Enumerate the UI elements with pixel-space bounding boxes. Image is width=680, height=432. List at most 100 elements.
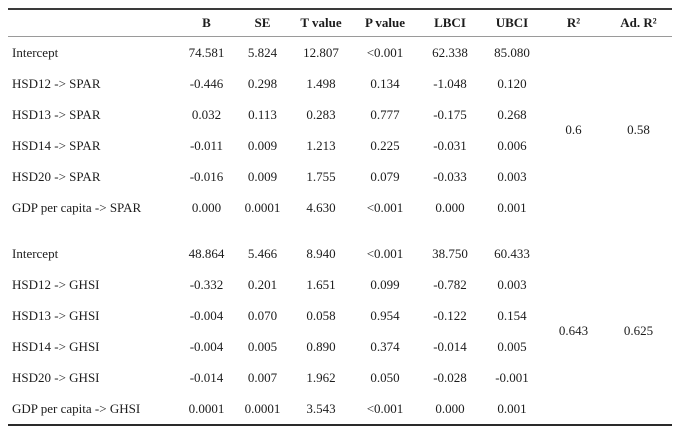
cell-t: 1.651 <box>306 276 336 292</box>
row-label: HSD12 -> SPAR <box>12 75 101 91</box>
cell-lbci: 38.750 <box>432 245 468 261</box>
cell-t: 0.890 <box>306 338 336 354</box>
row-label: HSD20 -> GHSI <box>12 369 100 385</box>
table-row: HSD13 -> SPAR 0.032 0.113 0.283 0.777 -0… <box>8 99 672 130</box>
header-b: B <box>178 9 235 37</box>
row-label: HSD14 -> GHSI <box>12 338 100 354</box>
table-row: GDP per capita -> SPAR 0.000 0.0001 4.63… <box>8 192 672 223</box>
cell-ubci: 0.001 <box>497 400 527 416</box>
block-spacer-row <box>8 223 672 238</box>
cell-lbci: 0.000 <box>435 199 465 215</box>
cell-b: 0.0001 <box>188 400 225 416</box>
header-r2: R² <box>542 9 605 37</box>
cell-p: 0.954 <box>370 307 400 323</box>
cell-p: 0.134 <box>370 75 400 91</box>
header-adj-r2: Ad. R² <box>605 9 672 37</box>
row-label: HSD13 -> SPAR <box>12 106 101 122</box>
cell-b: -0.004 <box>189 338 224 354</box>
table-row: Intercept 74.581 5.824 12.807 <0.001 62.… <box>8 37 672 138</box>
cell-t: 1.213 <box>306 137 336 153</box>
cell-se: 0.0001 <box>244 199 281 215</box>
cell-t: 1.755 <box>306 168 336 184</box>
cell-b: -0.011 <box>189 137 224 153</box>
row-label: HSD13 -> GHSI <box>12 307 100 323</box>
cell-se: 0.298 <box>247 75 278 91</box>
cell-b: -0.014 <box>189 369 224 385</box>
cell-b: -0.446 <box>189 75 224 91</box>
cell-lbci: 0.000 <box>435 400 465 416</box>
regression-results-table: B SE T value P value LBCI UBCI R² Ad. R²… <box>8 8 672 426</box>
cell-t: 8.940 <box>306 245 336 261</box>
cell-ubci: 0.003 <box>497 168 527 184</box>
row-label: HSD12 -> GHSI <box>12 276 100 292</box>
row-label: Intercept <box>12 245 59 261</box>
cell-ubci: 0.154 <box>497 307 527 323</box>
cell-se: 5.466 <box>247 245 278 261</box>
cell-se: 0.009 <box>247 137 278 153</box>
header-row: B SE T value P value LBCI UBCI R² Ad. R² <box>8 9 672 37</box>
table-row: HSD20 -> SPAR -0.016 0.009 1.755 0.079 -… <box>8 161 672 192</box>
cell-b: 0.000 <box>191 199 222 215</box>
cell-p: 0.225 <box>370 137 400 153</box>
cell-p: 0.099 <box>370 276 400 292</box>
cell-b: -0.004 <box>189 307 224 323</box>
cell-ubci: 0.120 <box>497 75 527 91</box>
row-label: HSD20 -> SPAR <box>12 168 101 184</box>
cell-b: 74.581 <box>188 44 225 60</box>
row-label: Intercept <box>12 44 59 60</box>
cell-t: 0.283 <box>306 106 336 122</box>
row-label: HSD14 -> SPAR <box>12 137 101 153</box>
cell-ubci: 0.005 <box>497 338 527 354</box>
cell-p: 0.777 <box>370 106 400 122</box>
cell-se: 0.009 <box>247 168 278 184</box>
row-label: GDP per capita -> GHSI <box>12 400 141 416</box>
cell-ubci: -0.001 <box>495 369 529 385</box>
header-ubci: UBCI <box>482 9 542 37</box>
cell-se: 0.201 <box>247 276 278 292</box>
cell-p: <0.001 <box>366 245 404 261</box>
header-lbci: LBCI <box>418 9 482 37</box>
cell-lbci: -0.033 <box>433 168 467 184</box>
cell-t: 1.498 <box>306 75 336 91</box>
cell-lbci: -0.031 <box>433 137 467 153</box>
cell-r2-spar: 0.6 <box>565 122 582 137</box>
cell-se: 0.070 <box>247 307 278 323</box>
cell-lbci: -0.028 <box>433 369 467 385</box>
cell-lbci: -0.122 <box>433 307 467 323</box>
table-row: HSD13 -> GHSI -0.004 0.070 0.058 0.954 -… <box>8 300 672 331</box>
table-row: HSD14 -> GHSI -0.004 0.005 0.890 0.374 -… <box>8 331 672 362</box>
cell-t: 3.543 <box>306 400 336 416</box>
cell-t: 0.058 <box>306 307 336 323</box>
cell-ubci: 0.006 <box>497 137 527 153</box>
cell-lbci: -0.782 <box>433 276 467 292</box>
row-label: GDP per capita -> SPAR <box>12 199 142 215</box>
cell-lbci: -1.048 <box>433 75 467 91</box>
cell-adj-r2-ghsi: 0.625 <box>623 323 654 338</box>
cell-se: 0.007 <box>247 369 278 385</box>
table-row: HSD12 -> GHSI -0.332 0.201 1.651 0.099 -… <box>8 269 672 300</box>
cell-se: 5.824 <box>247 44 278 60</box>
cell-b: 48.864 <box>188 245 225 261</box>
cell-ubci: 60.433 <box>494 245 530 261</box>
cell-p: 0.374 <box>370 338 400 354</box>
cell-ubci: 0.001 <box>497 199 527 215</box>
header-label <box>8 9 178 37</box>
header-se: SE <box>235 9 290 37</box>
cell-p: 0.050 <box>370 369 400 385</box>
cell-lbci: -0.014 <box>433 338 467 354</box>
cell-ubci: 0.268 <box>497 106 527 122</box>
cell-ubci: 85.080 <box>494 44 530 60</box>
cell-b: -0.332 <box>189 276 224 292</box>
cell-ubci: 0.003 <box>497 276 527 292</box>
table-row: HSD20 -> GHSI -0.014 0.007 1.962 0.050 -… <box>8 362 672 393</box>
cell-b: -0.016 <box>189 168 224 184</box>
header-t-value: T value <box>290 9 352 37</box>
cell-t: 12.807 <box>303 44 339 60</box>
header-p-value: P value <box>352 9 418 37</box>
cell-r2-ghsi: 0.643 <box>558 323 589 338</box>
cell-p: <0.001 <box>366 199 404 215</box>
cell-p: <0.001 <box>366 400 404 416</box>
cell-p: 0.079 <box>370 168 400 184</box>
table-row: Intercept 48.864 5.466 8.940 <0.001 38.7… <box>8 238 672 339</box>
